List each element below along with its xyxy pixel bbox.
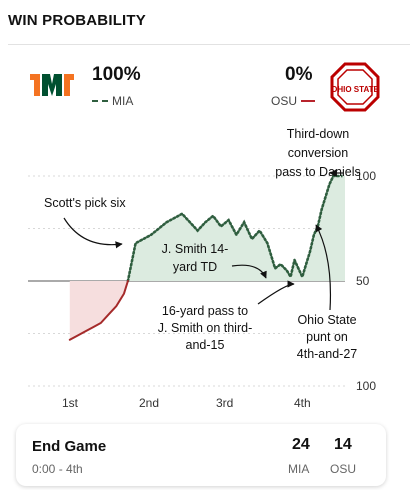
x-tick-1st: 1st <box>62 396 79 410</box>
mia-series-line <box>126 174 343 283</box>
annotation-arrow <box>257 280 295 305</box>
osu-legend: OSU <box>271 94 316 108</box>
mia-probability: 100% <box>92 64 141 85</box>
win-probability-chart: 100 50 100 Third-down conversion pass to Dan… <box>28 128 376 393</box>
mia-abbr: MIA <box>112 94 134 108</box>
annotation-text: 4th-and-27 <box>297 347 358 361</box>
osu-score: 14 <box>334 436 352 453</box>
ohio-state-logo: OHIO STATE <box>330 62 380 112</box>
game-status: End Game <box>32 438 107 455</box>
final-score-card[interactable]: End Game 0:00 - 4th 24 MIA 14 OSU <box>16 424 386 486</box>
osu-probability: 0% <box>285 64 313 85</box>
x-tick-2nd: 2nd <box>139 396 160 410</box>
y-tick-label: 50 <box>356 274 370 288</box>
mia-dash-swatch <box>92 100 108 102</box>
divider <box>8 44 410 45</box>
miami-u-logo <box>30 74 74 96</box>
mia-area <box>127 176 346 281</box>
page-title: WIN PROBABILITY <box>8 12 146 29</box>
annotation-text: J. Smith on third- <box>158 321 252 335</box>
annotation-text: 16-yard pass to <box>162 304 248 318</box>
mia-score-label: MIA <box>288 462 310 476</box>
x-tick-3rd: 3rd <box>216 396 234 410</box>
osu-abbr: OSU <box>271 94 298 108</box>
mia-score: 24 <box>292 436 310 453</box>
annotation-text: Ohio State <box>297 313 356 327</box>
osu-area <box>69 281 128 340</box>
annotation-text: pass to Daniels <box>275 165 360 179</box>
annotation-text: yard TD <box>173 260 217 274</box>
y-tick-label: 100 <box>356 379 376 393</box>
osu-line-swatch <box>301 100 316 102</box>
annotation-arrow <box>63 217 123 249</box>
osu-score-label: OSU <box>330 462 357 476</box>
annotation-text: and-15 <box>186 338 225 352</box>
x-tick-4th: 4th <box>294 396 311 410</box>
osu-series-line <box>68 280 129 341</box>
annotation-arrow <box>231 264 267 279</box>
annotation-text: J. Smith 14- <box>162 242 229 256</box>
osu-logo-text: OHIO STATE <box>331 85 379 94</box>
mia-legend: MIA <box>92 94 133 108</box>
annotation-text: Scott's pick six <box>44 196 126 210</box>
annotation-text: conversion <box>288 146 348 160</box>
annotation-arrow <box>315 224 332 311</box>
annotation-text: Third-down <box>287 128 350 141</box>
game-clock: 0:00 - 4th <box>32 462 83 476</box>
y-tick-label: 100 <box>356 169 376 183</box>
annotation-text: punt on <box>306 330 348 344</box>
